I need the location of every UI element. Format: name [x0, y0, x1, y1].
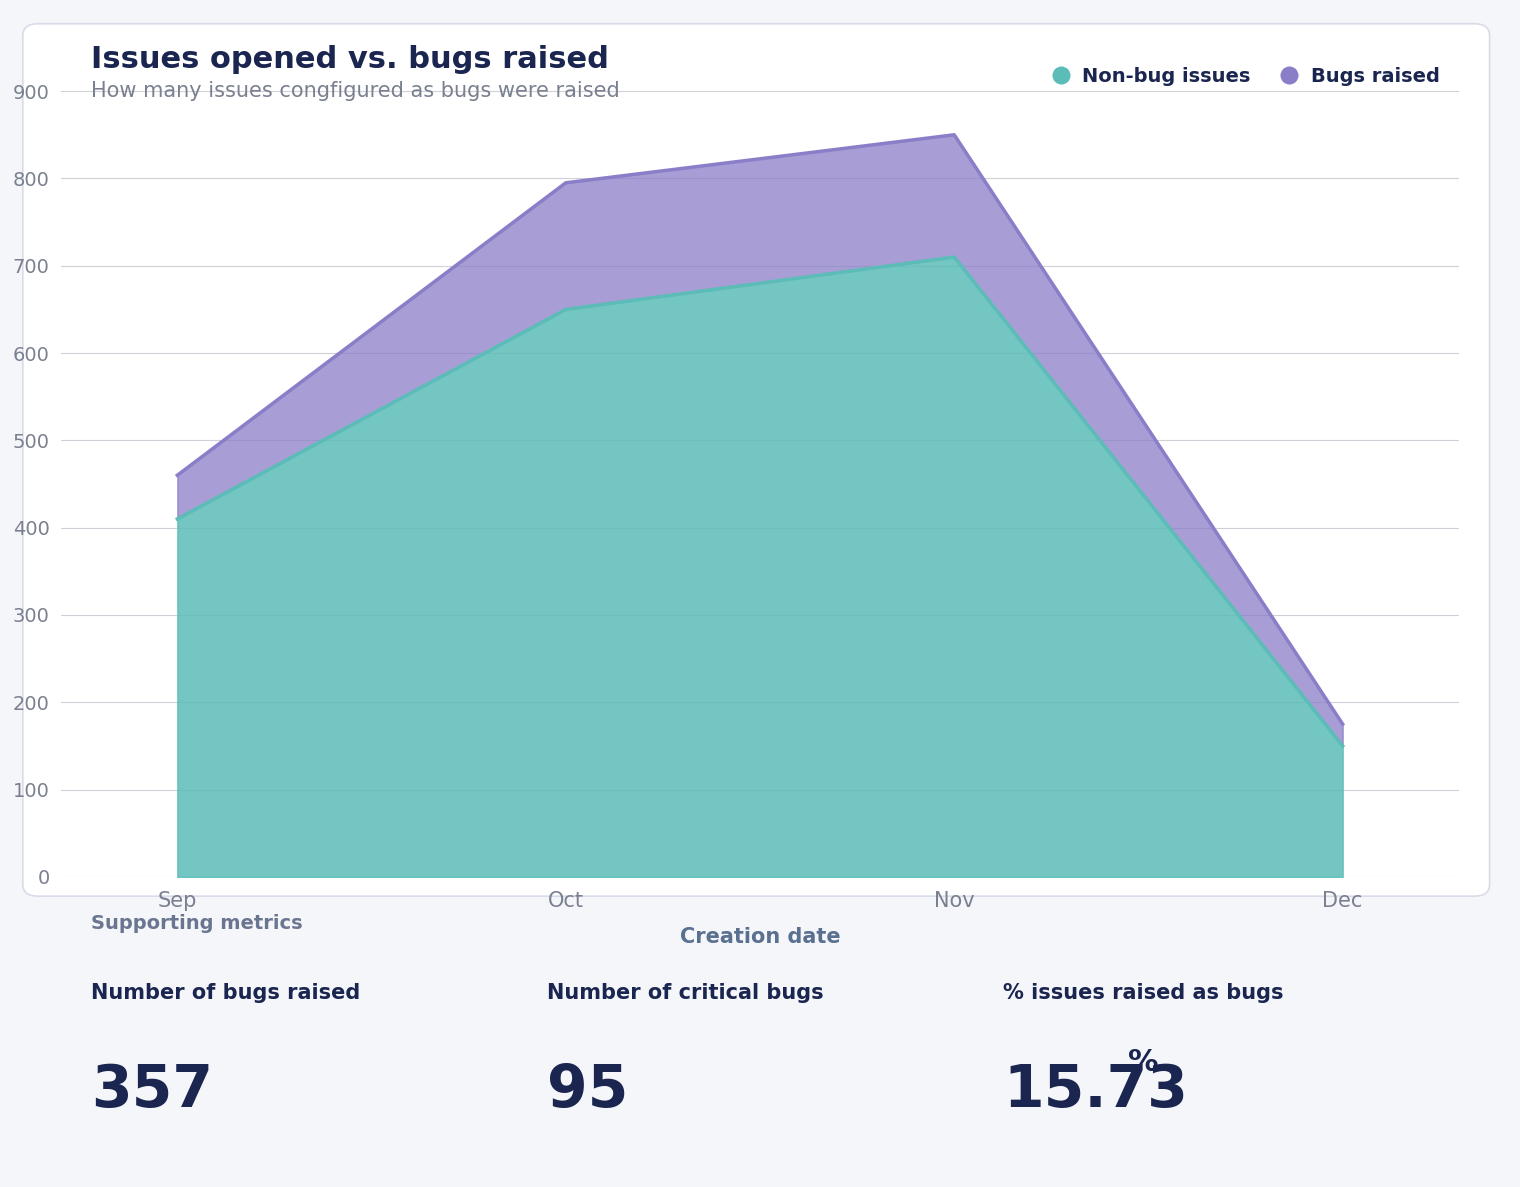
Legend: Non-bug issues, Bugs raised: Non-bug issues, Bugs raised: [1041, 57, 1450, 96]
Text: Supporting metrics: Supporting metrics: [91, 914, 302, 933]
Text: % issues raised as bugs: % issues raised as bugs: [1003, 983, 1284, 1003]
Text: Number of bugs raised: Number of bugs raised: [91, 983, 360, 1003]
Text: 357: 357: [91, 1062, 213, 1119]
X-axis label: Creation date: Creation date: [679, 927, 841, 947]
Text: %: %: [1128, 1048, 1158, 1077]
Text: 15.73: 15.73: [1003, 1062, 1189, 1119]
Text: Number of critical bugs: Number of critical bugs: [547, 983, 824, 1003]
Text: Issues opened vs. bugs raised: Issues opened vs. bugs raised: [91, 45, 610, 74]
Text: 95: 95: [547, 1062, 629, 1119]
Text: How many issues congfigured as bugs were raised: How many issues congfigured as bugs were…: [91, 81, 620, 101]
